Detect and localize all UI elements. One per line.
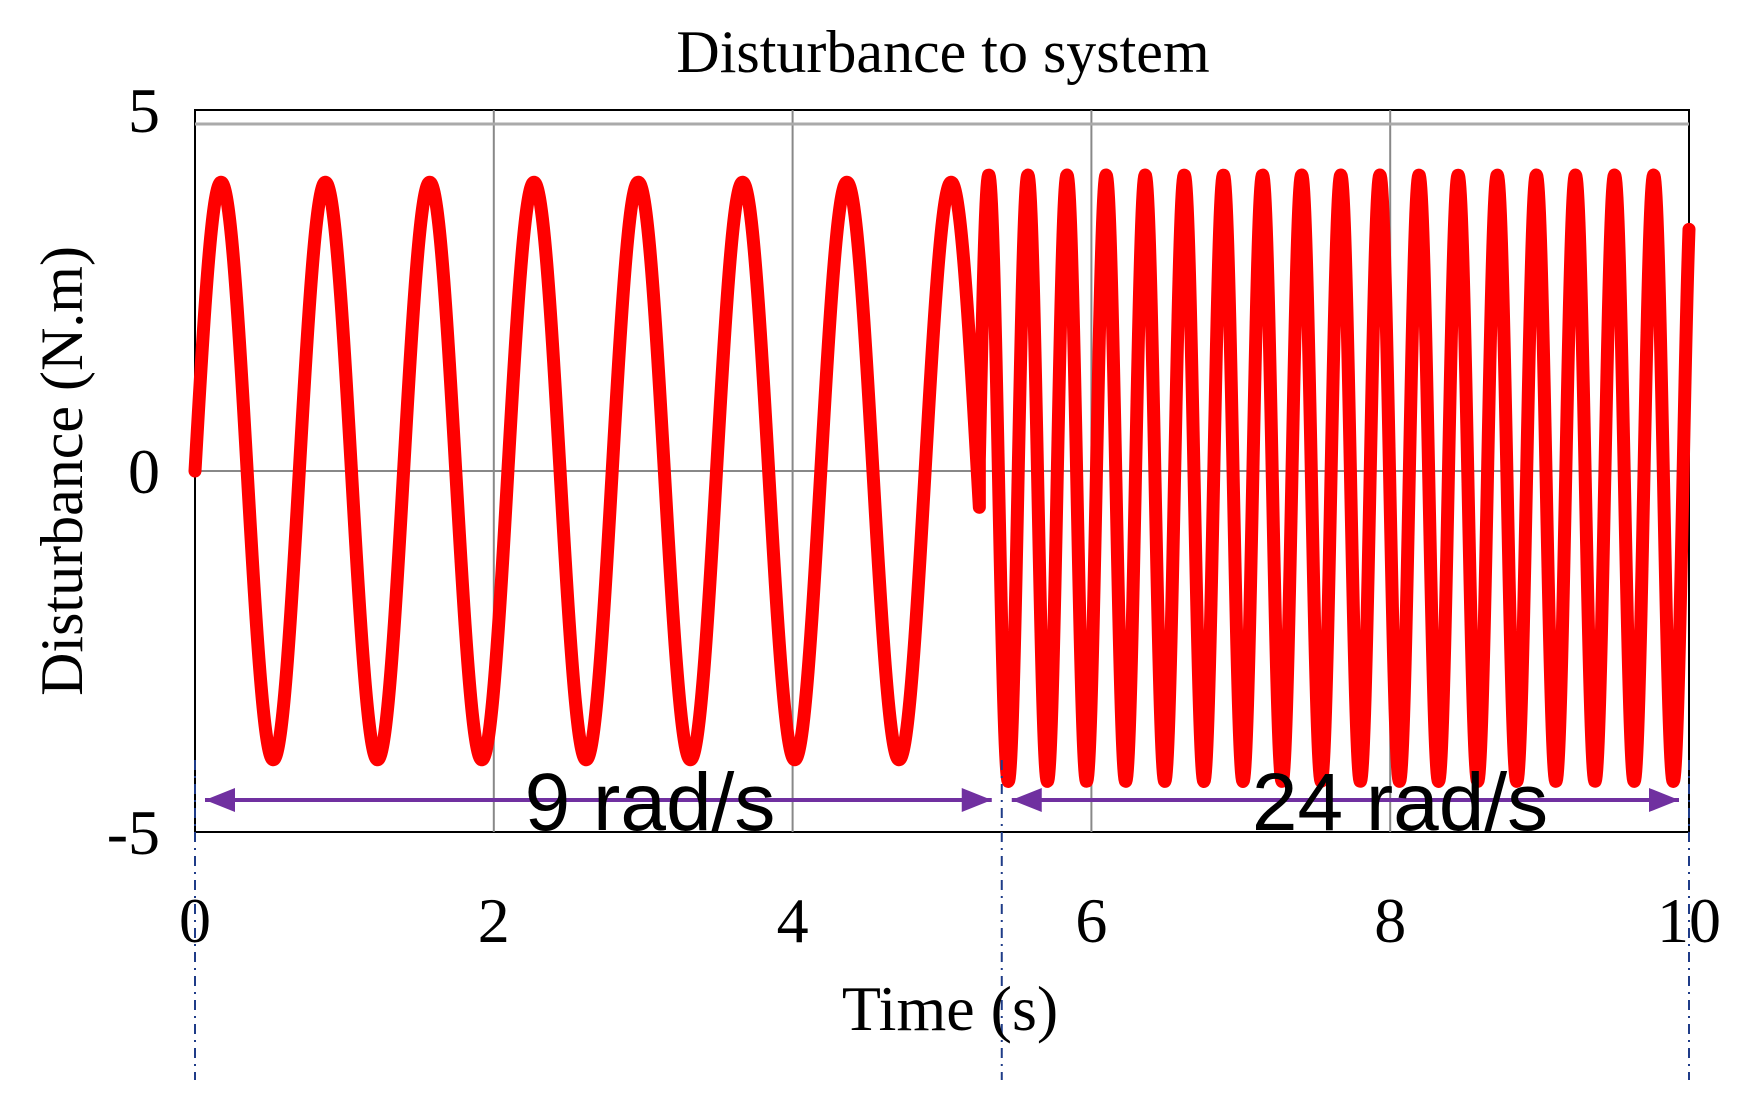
x-tick-label: 6 (1075, 885, 1107, 956)
x-tick-label: 4 (777, 885, 809, 956)
x-tick-label: 0 (179, 885, 211, 956)
y-tick-label: 0 (128, 436, 160, 507)
y-axis-label: Disturbance (N.m) (29, 246, 95, 696)
plot-area: 9 rad/s 24 rad/s (188, 109, 1696, 1080)
x-tick-label: 10 (1657, 885, 1721, 956)
y-tick-label: 5 (128, 75, 160, 146)
annotations: 9 rad/s 24 rad/s (194, 757, 1690, 1080)
disturbance-line (188, 168, 1696, 788)
x-tick-label: 8 (1374, 885, 1406, 956)
annotation-label: 9 rad/s (525, 757, 776, 848)
arrow-head-left (1011, 788, 1042, 812)
arrow-head-right (961, 788, 992, 812)
y-tick-labels: -5 0 5 (107, 75, 160, 868)
chart-title: Disturbance to system (676, 19, 1209, 85)
x-tick-label: 2 (478, 885, 510, 956)
arrow-head-left (205, 788, 235, 812)
arrow-head-right (1649, 788, 1679, 812)
y-tick-label: -5 (107, 797, 160, 868)
annotation-label: 24 rad/s (1252, 757, 1548, 848)
x-tick-labels: 0 2 4 6 8 10 (179, 885, 1721, 956)
x-axis-label: Time (s) (842, 973, 1058, 1044)
